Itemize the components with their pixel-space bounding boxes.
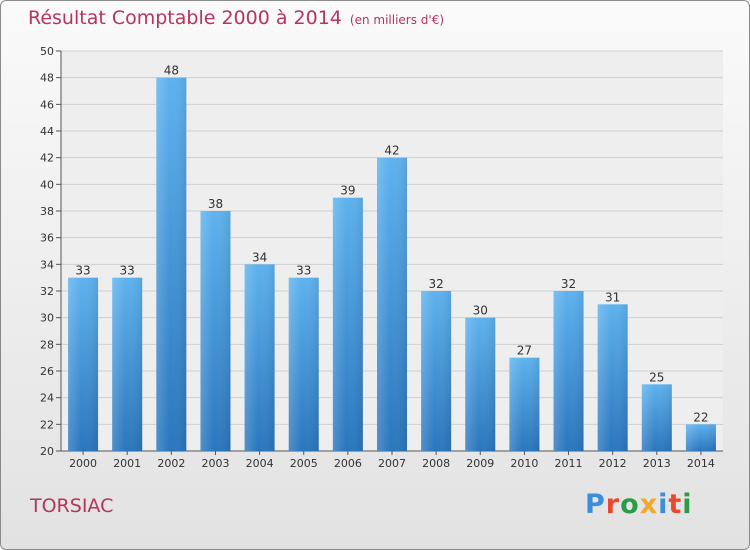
logo-letter: i bbox=[682, 489, 693, 520]
x-tick-label: 2014 bbox=[687, 457, 715, 470]
x-tick-label: 2001 bbox=[113, 457, 141, 470]
y-tick-label: 20 bbox=[40, 445, 54, 458]
chart-title-block: Résultat Comptable 2000 à 2014 (en millie… bbox=[28, 7, 444, 29]
bar-shine bbox=[244, 264, 275, 451]
x-tick-label: 2007 bbox=[378, 457, 406, 470]
y-tick-label: 36 bbox=[40, 232, 54, 245]
y-tick-label: 32 bbox=[40, 285, 54, 298]
y-tick-label: 50 bbox=[40, 45, 54, 58]
data-label: 31 bbox=[605, 290, 620, 304]
bar-shine bbox=[421, 291, 452, 451]
y-tick-label: 26 bbox=[40, 365, 54, 378]
data-label: 42 bbox=[384, 144, 399, 158]
data-label: 48 bbox=[164, 64, 179, 78]
x-tick-label: 2003 bbox=[201, 457, 229, 470]
proxiti-logo: Proxiti bbox=[585, 489, 693, 520]
x-tick-label: 2008 bbox=[422, 457, 450, 470]
data-label: 32 bbox=[561, 277, 576, 291]
logo-letter: x bbox=[639, 489, 659, 520]
data-label: 30 bbox=[473, 304, 488, 318]
data-label: 22 bbox=[693, 410, 708, 424]
data-label: 32 bbox=[428, 277, 443, 291]
x-tick-label: 2009 bbox=[466, 457, 494, 470]
y-tick-label: 28 bbox=[40, 338, 54, 351]
x-tick-label: 2013 bbox=[643, 457, 671, 470]
data-label: 27 bbox=[517, 344, 532, 358]
data-label: 38 bbox=[208, 197, 223, 211]
y-tick-label: 44 bbox=[40, 125, 54, 138]
x-tick-label: 2012 bbox=[599, 457, 627, 470]
data-label: 39 bbox=[340, 184, 355, 198]
logo-letter: P bbox=[585, 489, 606, 520]
logo-letter: i bbox=[658, 489, 669, 520]
y-tick-label: 42 bbox=[40, 152, 54, 165]
data-label: 33 bbox=[120, 264, 135, 278]
y-tick-label: 34 bbox=[40, 258, 54, 271]
data-label: 34 bbox=[252, 250, 267, 264]
y-tick-label: 30 bbox=[40, 312, 54, 325]
bar-shine bbox=[288, 277, 319, 451]
data-label: 33 bbox=[75, 264, 90, 278]
x-tick-label: 2002 bbox=[157, 457, 185, 470]
y-tick-label: 46 bbox=[40, 98, 54, 111]
y-tick-label: 48 bbox=[40, 72, 54, 85]
y-tick-label: 22 bbox=[40, 418, 54, 431]
x-tick-label: 2000 bbox=[69, 457, 97, 470]
data-label: 33 bbox=[296, 264, 311, 278]
bar-shine bbox=[68, 277, 99, 451]
bar-shine bbox=[465, 317, 496, 451]
bar-shine bbox=[112, 277, 143, 451]
logo-letter: o bbox=[620, 489, 640, 520]
bar-shine bbox=[509, 357, 540, 451]
bar-shine bbox=[156, 77, 187, 452]
bar-shine bbox=[200, 211, 231, 451]
x-tick-label: 2010 bbox=[510, 457, 538, 470]
bar-shine bbox=[553, 291, 584, 451]
chart-subtitle: (en milliers d'€) bbox=[349, 13, 445, 27]
commune-name: TORSIAC bbox=[30, 495, 114, 517]
bar-shine bbox=[685, 424, 716, 451]
data-label: 25 bbox=[649, 370, 664, 384]
y-tick-label: 40 bbox=[40, 178, 54, 191]
x-tick-label: 2004 bbox=[246, 457, 274, 470]
logo-letter: r bbox=[605, 489, 621, 520]
chart-title: Résultat Comptable 2000 à 2014 bbox=[28, 7, 342, 29]
y-tick-label: 24 bbox=[40, 392, 54, 405]
x-tick-label: 2005 bbox=[290, 457, 318, 470]
x-tick-label: 2006 bbox=[334, 457, 362, 470]
bar-shine bbox=[597, 304, 628, 451]
logo-letter: t bbox=[668, 489, 683, 520]
y-tick-label: 38 bbox=[40, 205, 54, 218]
bar-shine bbox=[377, 157, 407, 451]
bar-shine bbox=[641, 384, 672, 451]
x-tick-label: 2011 bbox=[555, 457, 583, 470]
bar-shine bbox=[332, 197, 363, 451]
